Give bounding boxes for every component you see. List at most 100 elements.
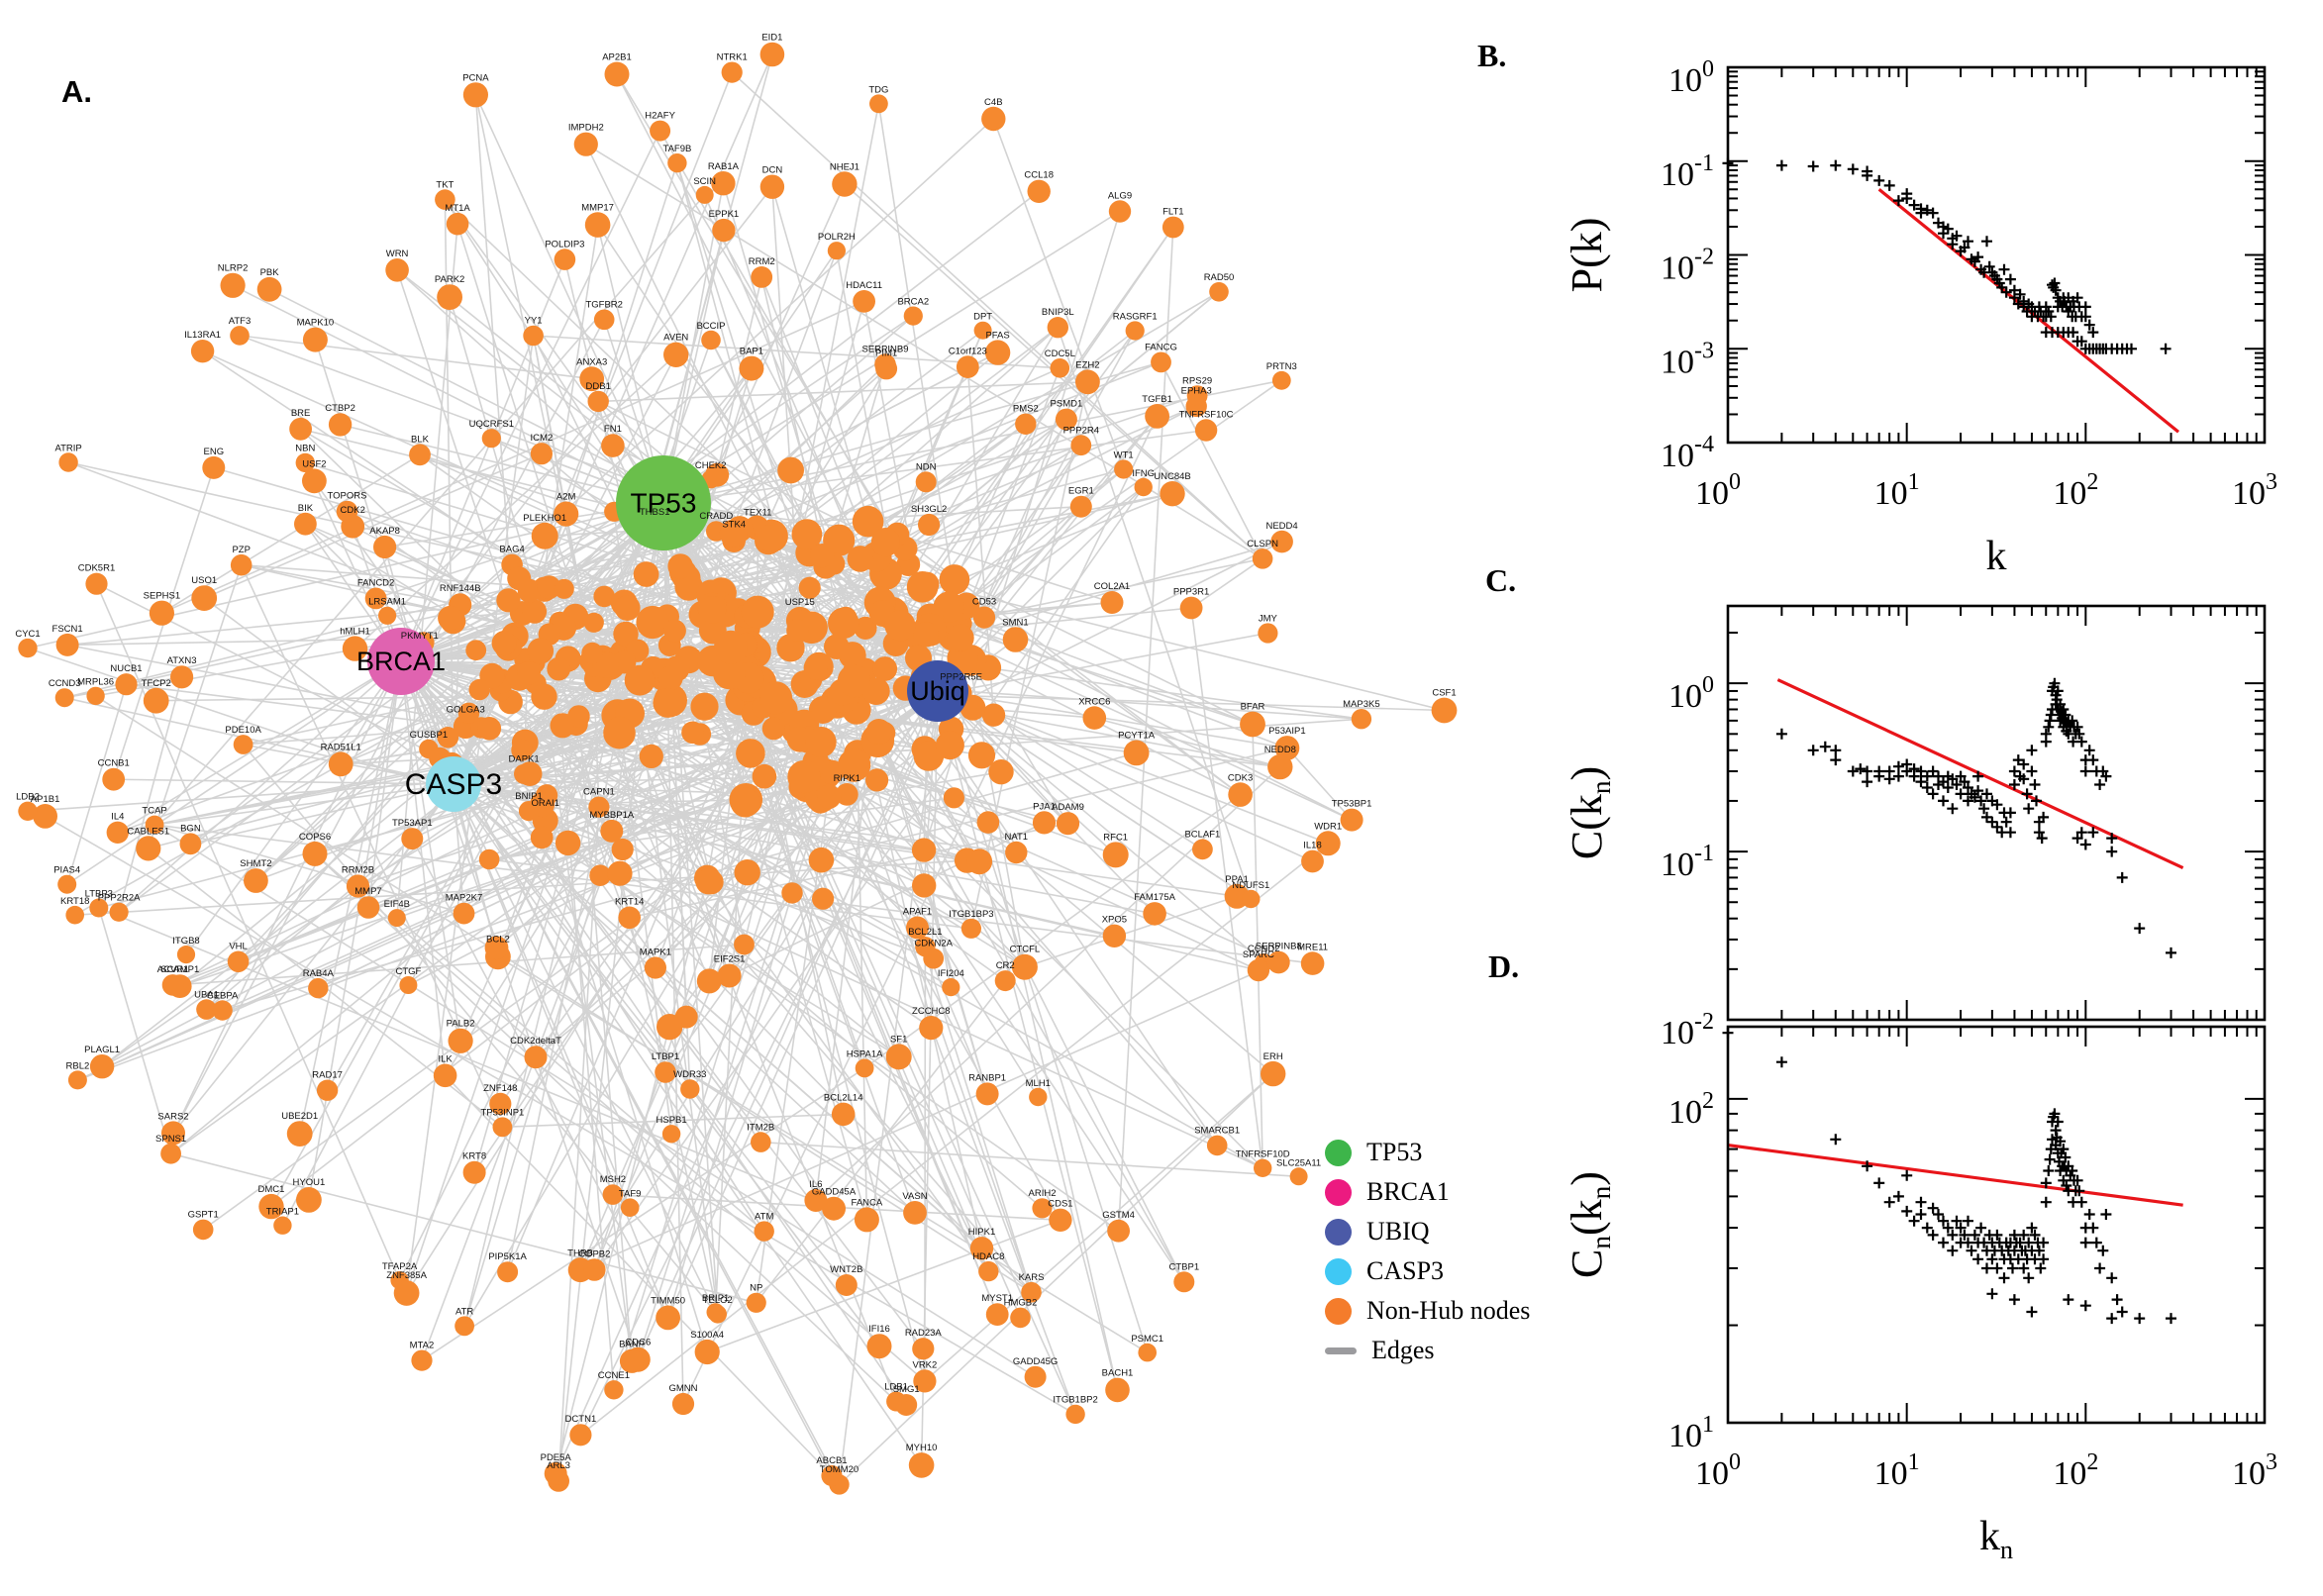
network-node [855,1058,874,1078]
node-label: DCTN1 [565,1414,597,1425]
node-label: AP2B1 [602,51,632,62]
network-node [102,767,126,791]
network-edge [666,892,793,1319]
node-label: RAB1A [708,161,740,172]
node-label: PDE5A [541,1452,572,1463]
network-node [18,638,38,658]
legend-item-ubiq: UBIQ [1325,1217,1530,1246]
node-label: CDK3 [1228,772,1253,783]
network-node [969,1237,994,1260]
network-node [719,519,749,548]
network-edge [117,659,591,834]
node-label: PJA1 [1033,801,1056,812]
legend-label: BRCA1 [1366,1177,1450,1206]
node-label: SARS2 [157,1112,188,1123]
node-label: ZNF385A [386,1270,427,1281]
network-node [1258,623,1278,644]
panel-a-letter: A. [61,74,92,109]
network-node [713,656,746,690]
network-node [1108,200,1132,223]
network-edge [1094,717,1281,768]
node-label: RPS29 [1182,375,1212,386]
node-label: FLT1 [1162,207,1183,218]
network-node [752,763,777,789]
network-node [364,587,387,610]
network-edge [662,379,1282,504]
node-label: ICM2 [531,433,554,444]
network-node [696,968,722,994]
node-label: PRTN3 [1266,361,1297,372]
network-node [935,731,964,760]
network-node [176,946,196,964]
network-edge [314,852,897,1403]
network-node [736,739,765,768]
tick-labels: 100 101 102 103 100 10-1 10-2 10-3 10-4 [1661,56,2277,512]
network-node [373,535,397,559]
network-edge [960,367,1061,625]
node-label: NP [750,1283,762,1294]
node-label: NDUFS1 [1232,880,1269,891]
node-label: ITGB1BP2 [1053,1395,1097,1406]
hub-node-brca1 [367,628,435,695]
network-edge [396,917,765,1233]
network-edge [596,224,827,567]
network-edge [400,660,925,887]
node-label: GOLGA3 [447,704,485,715]
network-node [884,610,916,642]
network-node [356,896,380,919]
network-node [705,462,730,487]
node-label: TCAP [142,806,166,817]
tick-label: 10-1 [1661,150,1714,193]
network-node [695,868,722,895]
network-node [468,678,490,701]
node-label: CDC6 [625,1338,651,1348]
network-node [393,1280,420,1306]
network-edge [596,224,664,504]
node-label: CTCFL [1010,945,1041,955]
network-node [454,1316,474,1337]
node-label: SMARCB1 [1194,1126,1240,1137]
network-node [308,977,329,999]
network-node [1173,1271,1195,1293]
network-node [1242,889,1261,909]
network-node [33,804,57,829]
network-edge [474,94,516,639]
network-edge [806,291,1220,536]
network-node [681,721,704,745]
network-node [600,819,624,843]
node-label: SCAMP1 [160,964,199,975]
network-edge [557,807,600,1481]
node-label: CEBPA [207,990,239,1001]
node-label: UNC84B [1154,471,1191,482]
network-edge [242,744,717,1313]
node-label: IFI16 [868,1324,890,1335]
network-node [1186,385,1208,406]
network-edge [937,690,1288,749]
network-node [741,595,774,629]
tick-label: 102 [1668,1088,1714,1131]
network-node [1192,839,1213,860]
legend-label: Edges [1371,1336,1435,1364]
node-label: TAF9 [619,1188,642,1199]
node-label: RAD23A [905,1328,943,1339]
node-label: CDK5R1 [78,563,116,574]
network-node [106,821,129,844]
node-label: CDK2 [341,505,365,516]
network-node [1151,351,1171,373]
hub-node-tp53 [616,455,711,550]
network-node [656,1013,683,1041]
network-edge [153,194,706,826]
node-label: HSPB1 [656,1115,687,1126]
node-label: USP15 [785,597,815,608]
network-node [522,599,548,624]
ticks [1727,1027,2266,1424]
network-node [994,970,1016,992]
network-node [227,950,250,973]
node-label: HYOU1 [293,1177,326,1188]
node-label: BRE [291,408,311,419]
node-label: RRM2B [342,865,374,876]
network-node [854,616,877,641]
network-node [531,522,558,549]
node-label: TOMM20 [820,1464,858,1475]
network-node [588,796,610,818]
